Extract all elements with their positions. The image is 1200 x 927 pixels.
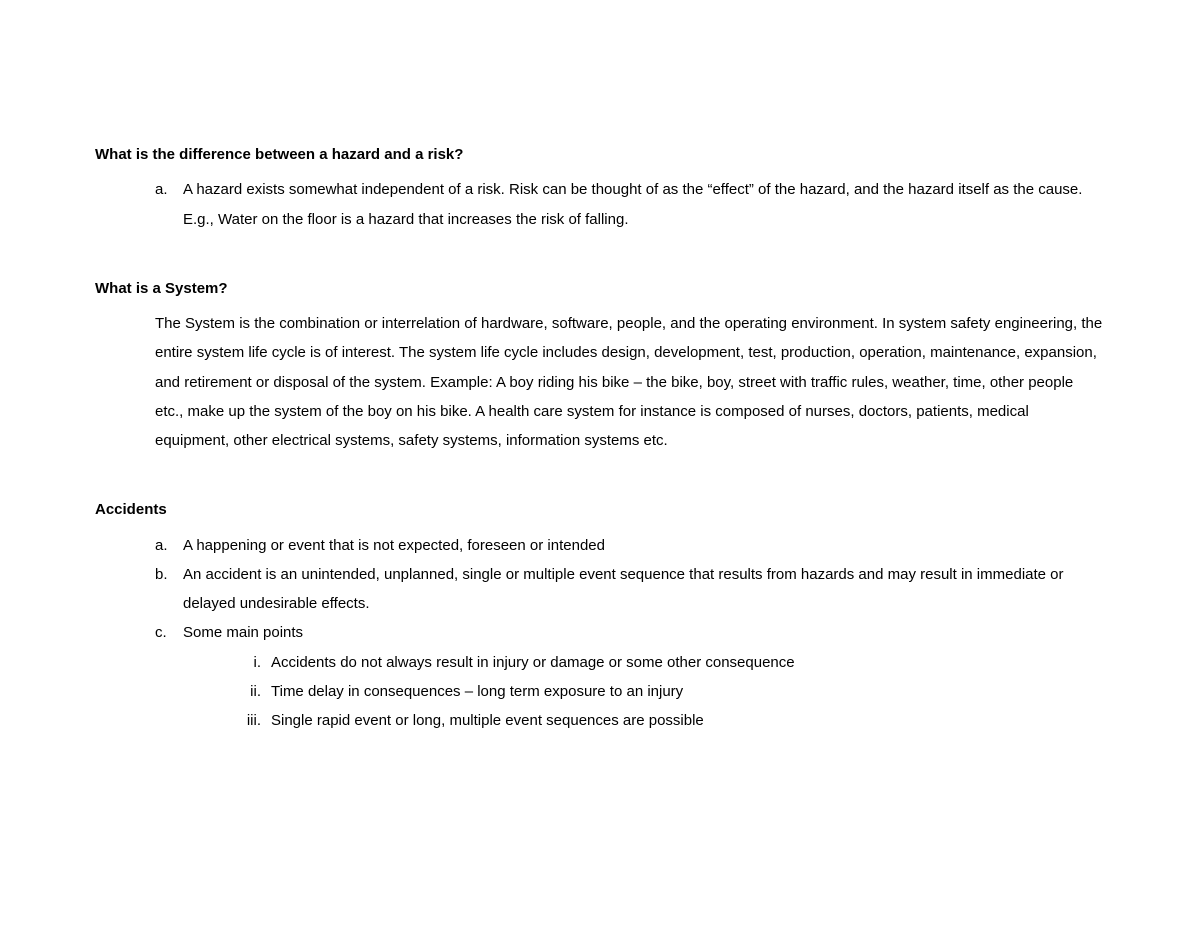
heading-system: What is a System? xyxy=(95,274,1105,303)
section-accidents: Accidents a. A happening or event that i… xyxy=(95,495,1105,735)
list-marker: a. xyxy=(155,531,183,560)
list-item: ii. Time delay in consequences – long te… xyxy=(243,677,1105,706)
list-text: Time delay in consequences – long term e… xyxy=(271,677,1105,706)
heading-accidents: Accidents xyxy=(95,495,1105,524)
list-item: a. A hazard exists somewhat independent … xyxy=(155,175,1105,234)
list-accidents: a. A happening or event that is not expe… xyxy=(95,531,1105,736)
list-text: A hazard exists somewhat independent of … xyxy=(183,175,1105,234)
section-system: What is a System? The System is the comb… xyxy=(95,274,1105,456)
list-marker: b. xyxy=(155,560,183,619)
list-marker: a. xyxy=(155,175,183,234)
heading-hazard-risk: What is the difference between a hazard … xyxy=(95,140,1105,169)
list-item: iii. Single rapid event or long, multipl… xyxy=(243,706,1105,735)
list-text: An accident is an unintended, unplanned,… xyxy=(183,560,1105,619)
list-item: c. Some main points xyxy=(155,618,1105,647)
list-text: Single rapid event or long, multiple eve… xyxy=(271,706,1105,735)
body-system: The System is the combination or interre… xyxy=(95,309,1105,455)
list-marker: ii. xyxy=(243,677,271,706)
list-text: Accidents do not always result in injury… xyxy=(271,648,1105,677)
list-item: b. An accident is an unintended, unplann… xyxy=(155,560,1105,619)
list-marker: iii. xyxy=(243,706,271,735)
list-hazard-risk: a. A hazard exists somewhat independent … xyxy=(95,175,1105,234)
list-marker: i. xyxy=(243,648,271,677)
list-text: A happening or event that is not expecte… xyxy=(183,531,1105,560)
document-page: What is the difference between a hazard … xyxy=(0,0,1200,835)
list-text: Some main points xyxy=(183,618,1105,647)
list-item: a. A happening or event that is not expe… xyxy=(155,531,1105,560)
list-marker: c. xyxy=(155,618,183,647)
list-item: i. Accidents do not always result in inj… xyxy=(243,648,1105,677)
sub-list-accidents: i. Accidents do not always result in inj… xyxy=(155,648,1105,736)
section-hazard-risk: What is the difference between a hazard … xyxy=(95,140,1105,234)
